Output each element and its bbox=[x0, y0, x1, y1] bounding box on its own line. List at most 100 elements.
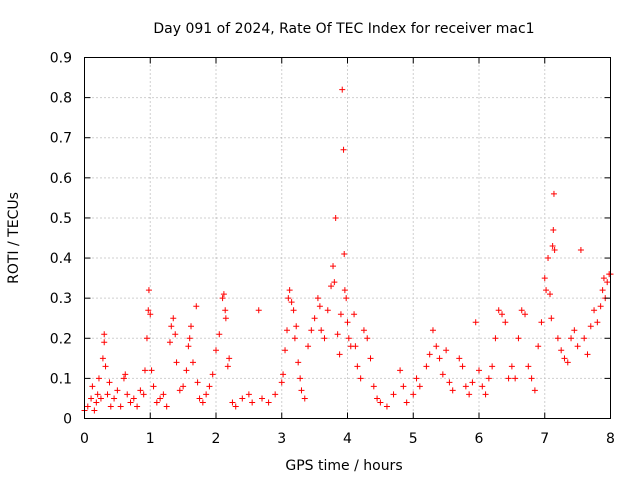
data-point bbox=[472, 319, 479, 326]
data-point bbox=[495, 307, 502, 314]
data-point bbox=[568, 335, 575, 342]
data-point bbox=[163, 403, 170, 410]
data-point bbox=[343, 295, 350, 302]
data-point bbox=[172, 331, 179, 338]
data-point bbox=[390, 391, 397, 398]
data-point bbox=[157, 395, 164, 402]
data-point bbox=[170, 315, 177, 322]
data-point bbox=[604, 279, 611, 286]
data-point bbox=[336, 351, 343, 358]
data-point bbox=[259, 395, 266, 402]
data-point bbox=[508, 363, 515, 370]
y-axis-label: ROTI / TECUs bbox=[6, 192, 22, 284]
data-point bbox=[599, 287, 606, 294]
data-point bbox=[587, 323, 594, 330]
data-point bbox=[339, 86, 346, 93]
y-tick-label: 0.2 bbox=[50, 331, 72, 347]
data-point bbox=[245, 391, 252, 398]
data-point bbox=[176, 387, 183, 394]
data-point bbox=[377, 399, 384, 406]
data-point bbox=[597, 303, 604, 310]
data-point bbox=[122, 371, 129, 378]
grid bbox=[84, 57, 611, 419]
data-point bbox=[120, 375, 127, 382]
data-point bbox=[308, 327, 315, 334]
x-tick-label: 0 bbox=[80, 431, 89, 447]
data-point bbox=[344, 319, 351, 326]
data-point bbox=[206, 383, 213, 390]
data-point bbox=[291, 335, 298, 342]
data-point bbox=[301, 395, 308, 402]
data-point bbox=[148, 367, 155, 374]
data-point bbox=[94, 391, 101, 398]
data-point bbox=[145, 287, 152, 294]
x-tick-label: 6 bbox=[475, 431, 484, 447]
x-tick-label: 4 bbox=[343, 431, 352, 447]
data-point bbox=[443, 347, 450, 354]
data-point bbox=[255, 307, 262, 314]
data-point bbox=[297, 375, 304, 382]
data-point bbox=[213, 347, 219, 354]
data-point bbox=[95, 375, 102, 382]
data-point bbox=[383, 403, 390, 410]
data-point bbox=[193, 303, 200, 310]
data-point bbox=[106, 379, 113, 386]
data-point bbox=[403, 399, 410, 406]
data-point bbox=[476, 367, 482, 374]
data-point bbox=[374, 395, 381, 402]
data-point bbox=[397, 367, 404, 374]
data-point bbox=[332, 214, 339, 221]
data-point bbox=[502, 319, 509, 326]
x-tick-label: 3 bbox=[277, 431, 286, 447]
data-point bbox=[111, 395, 118, 402]
data-point bbox=[518, 307, 525, 314]
y-tick-label: 0.6 bbox=[50, 171, 72, 187]
data-point bbox=[479, 383, 486, 390]
data-point bbox=[232, 403, 239, 410]
data-point bbox=[489, 363, 496, 370]
data-point bbox=[456, 355, 463, 362]
data-point bbox=[290, 307, 297, 314]
data-point bbox=[224, 363, 231, 370]
data-point bbox=[188, 323, 195, 330]
data-point bbox=[340, 146, 347, 153]
x-tick-label: 1 bbox=[146, 431, 155, 447]
y-tick-label: 0.7 bbox=[50, 131, 72, 147]
data-point bbox=[316, 303, 323, 310]
x-axis-label: GPS time / hours bbox=[285, 458, 402, 474]
data-point bbox=[370, 383, 377, 390]
data-point bbox=[548, 315, 555, 322]
data-point bbox=[416, 383, 423, 390]
data-point bbox=[249, 399, 256, 406]
data-point bbox=[429, 327, 436, 334]
data-point bbox=[160, 391, 167, 398]
data-point bbox=[318, 327, 325, 334]
data-point bbox=[288, 299, 295, 306]
data-point bbox=[330, 263, 337, 270]
data-point bbox=[104, 391, 111, 398]
data-point bbox=[280, 371, 287, 378]
chart-title: Day 091 of 2024, Rate Of TEC Index for r… bbox=[153, 21, 534, 37]
data-point bbox=[107, 403, 114, 410]
data-point bbox=[295, 359, 302, 366]
data-point bbox=[150, 383, 157, 390]
data-point bbox=[114, 387, 121, 394]
data-point bbox=[183, 367, 190, 374]
data-point bbox=[505, 375, 512, 382]
data-point bbox=[577, 247, 584, 254]
data-point bbox=[141, 367, 148, 374]
data-point bbox=[134, 403, 141, 410]
y-tick-label: 0.8 bbox=[50, 91, 72, 107]
data-point bbox=[410, 391, 417, 398]
data-point bbox=[140, 391, 147, 398]
data-point bbox=[462, 383, 469, 390]
data-point bbox=[91, 407, 98, 414]
data-point bbox=[466, 391, 473, 398]
data-point bbox=[284, 327, 291, 334]
data-point bbox=[528, 375, 535, 382]
data-point bbox=[127, 399, 134, 406]
data-point bbox=[180, 383, 187, 390]
y-tick-label: 0.4 bbox=[50, 251, 72, 267]
y-tick-label: 0.1 bbox=[50, 371, 72, 387]
